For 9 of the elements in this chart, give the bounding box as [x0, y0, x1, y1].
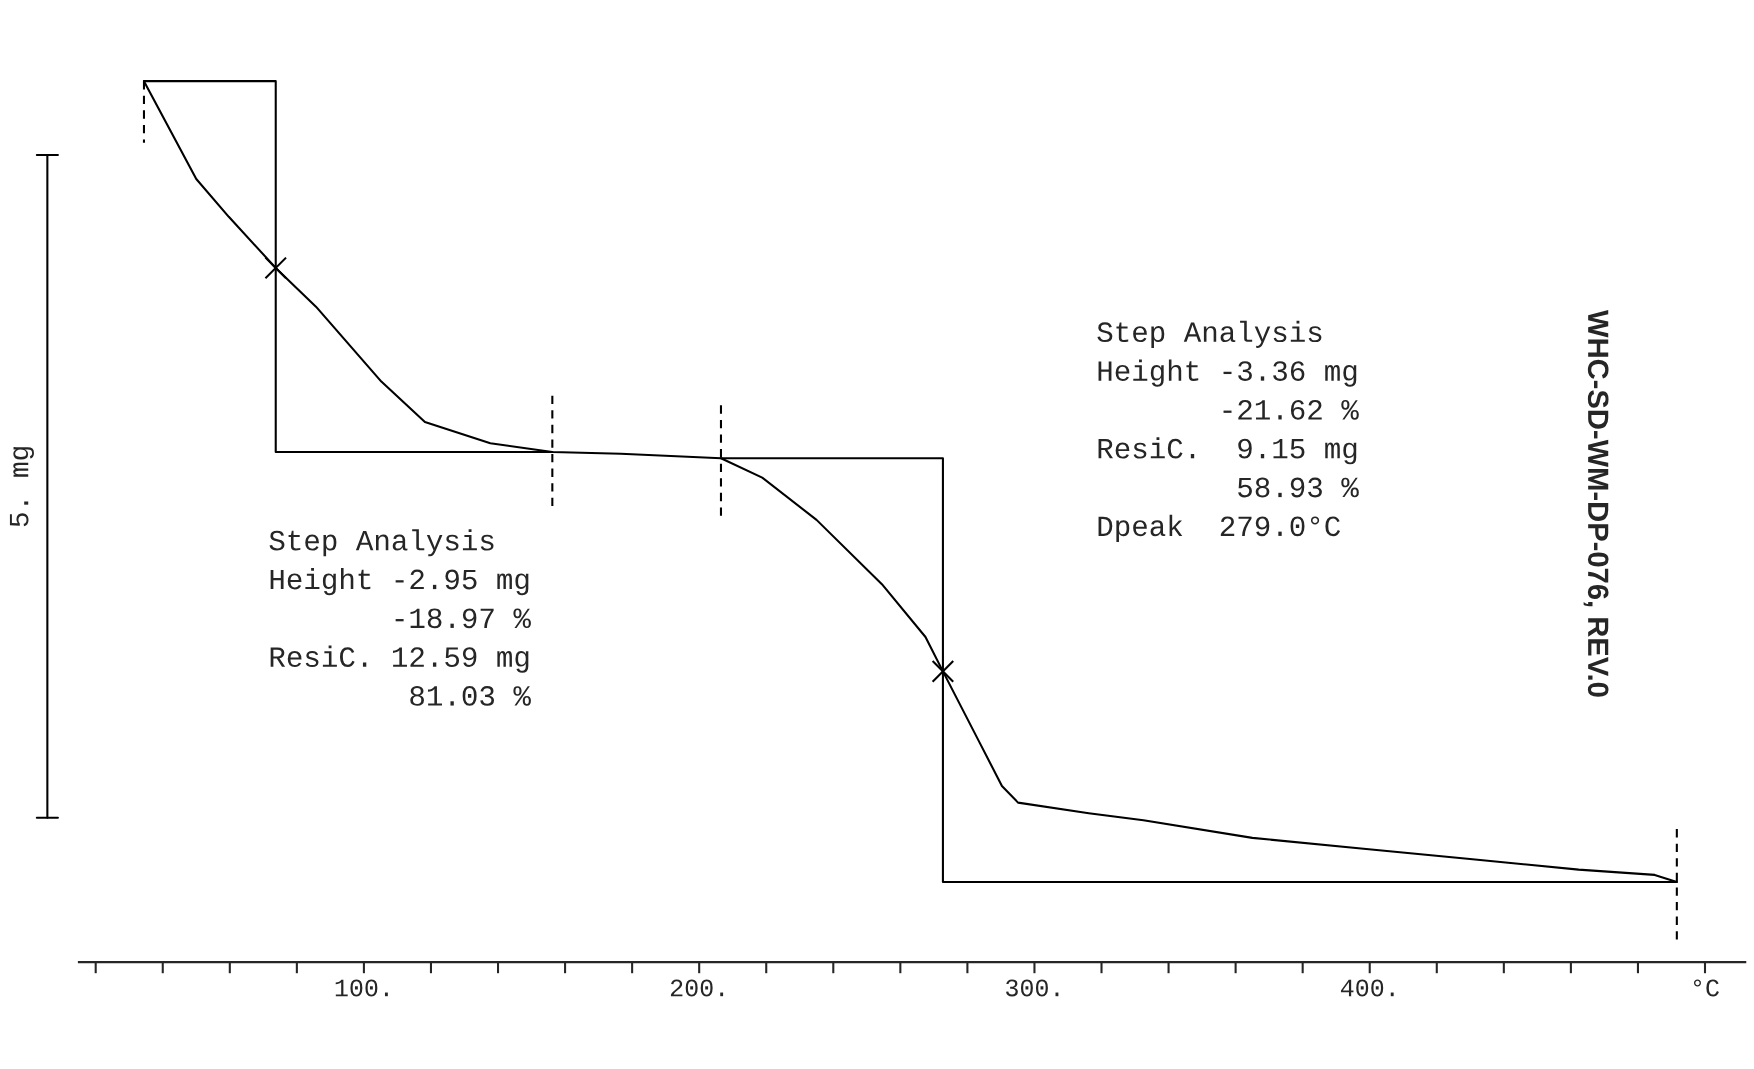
y-axis-title: 5. mg	[9, 447, 34, 527]
annotation: Step Analysis Height -2.95 mg -18.97 % ResiC. 12.59 mg 81.03 %	[269, 529, 531, 706]
x-tick-label: °C	[1693, 979, 1719, 997]
annotation: WHC-SD-WM-DP-076, REV.0	[1583, 310, 1609, 697]
annotation: Step Analysis Height -3.36 mg -21.62 % ResiC. 9.15 mg 58.93 % Dpeak 279.0°C	[1097, 320, 1359, 542]
x-tick-label: 400.	[1340, 979, 1394, 997]
x-tick-label: 100.	[335, 979, 388, 997]
x-tick-label: 200.	[670, 979, 724, 997]
x-tick-label: 300.	[1006, 979, 1059, 997]
